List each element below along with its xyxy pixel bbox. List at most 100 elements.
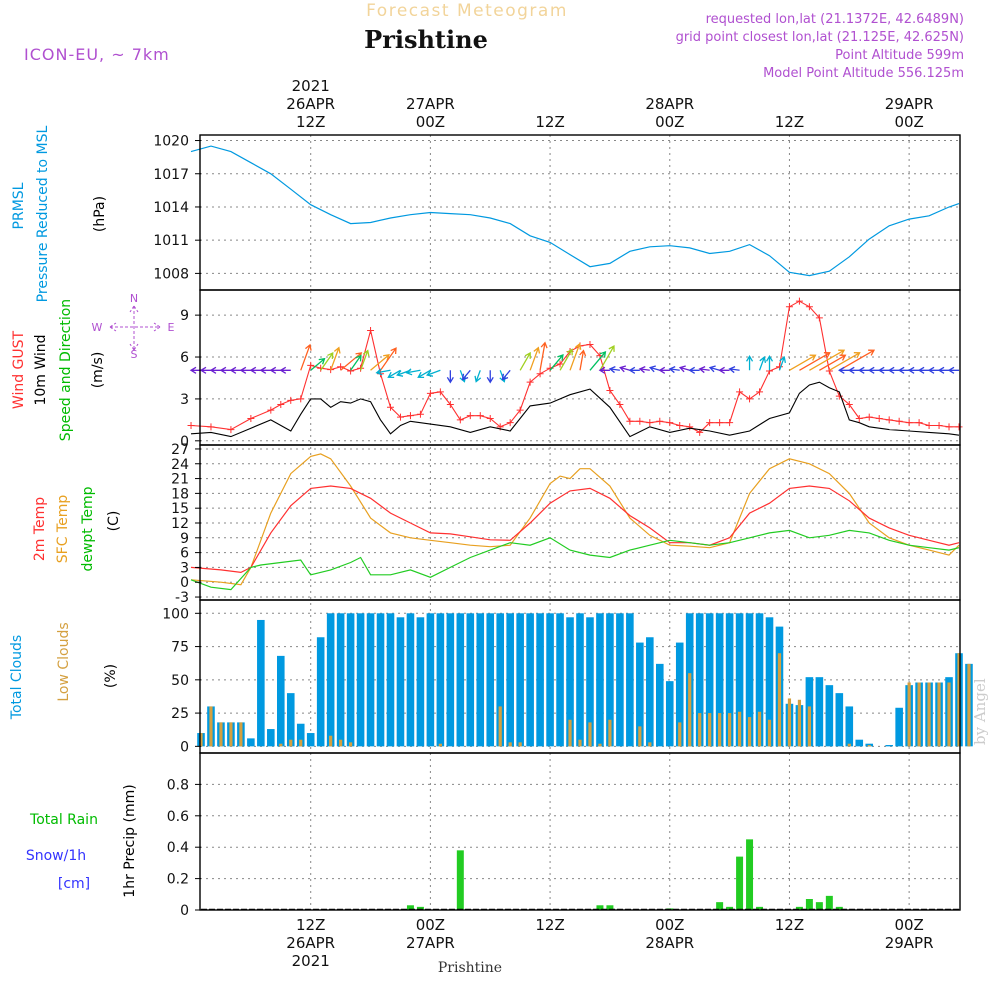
gust-marker (536, 370, 544, 378)
low-cloud-bar (718, 713, 722, 747)
gust-marker (915, 419, 923, 427)
low-cloud-bar (917, 682, 921, 747)
gust-marker (586, 340, 594, 348)
gust-marker (616, 401, 624, 409)
total-cloud-bar (516, 613, 524, 747)
compass-rose (109, 305, 161, 351)
wind-arrow (486, 370, 494, 384)
wind-arrow (688, 366, 700, 374)
gust-marker (436, 388, 444, 396)
pressure-tick-label: 1020 (153, 134, 189, 150)
total-cloud-bar (436, 613, 445, 747)
low-cloud-bar (508, 742, 512, 747)
time-label-bottom: 29APR (885, 934, 934, 952)
total-cloud-bar (675, 642, 684, 747)
total-cloud-bar (346, 613, 355, 747)
pressure-label-desc: Pressure Reduced to MSL (35, 125, 51, 302)
header-title-small: Forecast Meteogram (366, 1, 568, 21)
low-cloud-bar (578, 739, 582, 747)
temp-tick-label: 12 (171, 516, 189, 532)
total-cloud-bar (306, 733, 315, 747)
low-cloud-bar (279, 743, 283, 747)
low-cloud-bar (957, 653, 961, 747)
wind-arrow (599, 344, 615, 371)
gust-marker (506, 419, 514, 427)
wind-arrow (569, 342, 582, 371)
time-label-top: 2021 (292, 77, 330, 95)
gust-marker (736, 388, 744, 396)
total-cloud-bar (715, 613, 724, 747)
total-cloud-bar (247, 738, 255, 747)
time-label-top: 29APR (885, 95, 934, 113)
rain-bar (416, 906, 424, 910)
wind-arrow (579, 349, 587, 371)
wind-arrow (847, 366, 860, 374)
rain-bar (456, 850, 464, 910)
rain-bar (716, 902, 724, 910)
gust-marker (277, 401, 285, 409)
total-cloud-bar (536, 613, 544, 747)
gust-marker (815, 314, 823, 322)
rain-bar (736, 856, 744, 910)
total-cloud-bar (655, 663, 664, 747)
wind-tick-label: 3 (180, 392, 189, 408)
gust-marker (347, 367, 355, 375)
temp-tick-label: 0 (180, 575, 189, 591)
total-cloud-bar (825, 685, 834, 747)
wind-arrow (474, 370, 482, 383)
total-cloud-bar (885, 745, 893, 747)
wind-arrow (387, 369, 401, 379)
temp-tick-label: 15 (171, 501, 189, 517)
wind-arrow (917, 366, 930, 374)
wind-arrow (809, 349, 846, 371)
wind-arrow (838, 366, 850, 374)
wind-arrow (708, 365, 720, 373)
gust-marker (486, 414, 494, 422)
total-cloud-bar (326, 613, 335, 747)
total-cloud-bar (566, 617, 574, 747)
gust-marker (746, 395, 754, 403)
low-cloud-bar (648, 742, 652, 747)
low-cloud-bar (698, 713, 702, 747)
clouds-tick-label: 0 (180, 739, 189, 755)
precip-label-unit: 1hr Precip (mm) (122, 784, 138, 897)
gust-marker (446, 401, 454, 409)
rain-bar (406, 905, 414, 910)
gust-marker (406, 412, 414, 420)
precip-label-cm: [cm] (58, 876, 90, 892)
gust-marker (955, 423, 963, 431)
gust-marker (526, 378, 534, 386)
rain-bar (726, 906, 734, 910)
gust-marker (516, 406, 524, 414)
total-cloud-bar (765, 617, 774, 747)
total-cloud-bar (556, 613, 564, 747)
gust-marker (686, 423, 694, 431)
total-cloud-bar (636, 642, 644, 747)
low-cloud-bar (767, 719, 772, 747)
clouds-tick-label: 75 (171, 640, 189, 656)
gust-marker (865, 413, 873, 421)
total-cloud-bar (845, 706, 854, 747)
wind-arrow (259, 366, 271, 374)
low-cloud-bar (907, 682, 911, 747)
total-cloud-bar (576, 613, 584, 747)
total-cloud-bar (416, 617, 425, 747)
header-gridpoint: grid point closest lon,lat (21.125E, 42.… (676, 30, 964, 45)
temp-label-sfc: SFC Temp (55, 495, 71, 564)
wind-arrow (310, 357, 326, 371)
low-cloud-bar (747, 717, 752, 747)
wind-arrow (678, 365, 690, 373)
compass-e: E (168, 321, 175, 334)
total-cloud-bar (486, 613, 495, 747)
compass-n: N (130, 292, 138, 305)
wind-arrow (877, 366, 890, 374)
gust-marker (267, 406, 275, 414)
wind-arrow (330, 346, 341, 371)
gust-marker (875, 414, 883, 422)
rain-bar (596, 905, 604, 910)
temp-label-unit: (C) (106, 511, 122, 532)
total-cloud-bar (546, 613, 554, 747)
time-label-top: 28APR (645, 95, 694, 113)
precip-tick-label: 0 (180, 903, 189, 919)
wind-arrow (887, 366, 900, 374)
